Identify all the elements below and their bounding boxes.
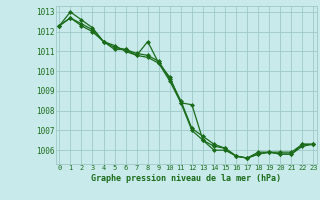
X-axis label: Graphe pression niveau de la mer (hPa): Graphe pression niveau de la mer (hPa) [92,174,281,183]
